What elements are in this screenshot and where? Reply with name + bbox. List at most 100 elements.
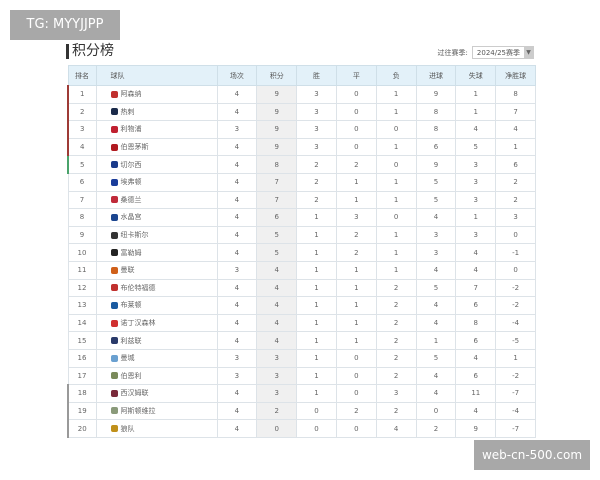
- team-crest-icon: [110, 319, 118, 327]
- table-row[interactable]: 9 纽卡斯尔 4 5 1 2 1 3 3 0: [67, 225, 536, 245]
- stat-cell: 3: [495, 208, 536, 227]
- stat-cell: 3: [216, 260, 258, 280]
- table-row[interactable]: 3 利物浦 3 9 3 0 0 8 4 4: [67, 120, 536, 139]
- rank-cell: 1: [67, 85, 97, 104]
- stat-cell: 8: [495, 85, 536, 104]
- stat-cell: 8: [256, 155, 298, 174]
- team-cell: 诺丁汉森林: [95, 313, 218, 333]
- chevron-down-icon[interactable]: ▼: [524, 47, 533, 58]
- table-row[interactable]: 2 热刺 4 9 3 0 1 8 1 7: [67, 102, 536, 122]
- stat-cell: 1: [455, 208, 497, 227]
- table-row[interactable]: 11 曼联 3 4 1 1 1 4 4 0: [67, 260, 536, 280]
- stat-cell: 1: [296, 331, 337, 350]
- stat-cell: 1: [296, 384, 337, 403]
- stat-cell: 0: [335, 85, 377, 104]
- stat-cell: 1: [415, 331, 457, 350]
- stat-cell: 1: [335, 172, 377, 192]
- rank-cell: 12: [67, 278, 97, 298]
- team-crest-icon: [110, 178, 118, 186]
- stat-cell: 3: [335, 208, 377, 227]
- stat-cell: 2: [296, 172, 337, 192]
- stat-cell: 2: [335, 155, 377, 174]
- stat-cell: 3: [256, 348, 298, 368]
- team-cell: 水晶宫: [95, 208, 218, 227]
- stat-cell: 0: [296, 419, 337, 438]
- stat-cell: 1: [296, 313, 337, 333]
- team-name[interactable]: 布伦特福德: [120, 283, 156, 292]
- team-cell: 桑德兰: [95, 190, 218, 210]
- team-cell: 埃弗顿: [95, 172, 218, 192]
- stat-cell: 6: [455, 296, 497, 315]
- table-row[interactable]: 10 富勒姆 4 5 1 2 1 3 4 -1: [67, 243, 536, 262]
- table-row[interactable]: 14 诺丁汉森林 4 4 1 1 2 4 8 -4: [67, 313, 536, 333]
- team-name[interactable]: 利兹联: [120, 336, 142, 345]
- team-cell: 曼联: [95, 260, 218, 280]
- team-name[interactable]: 伯恩茅斯: [120, 143, 149, 152]
- stat-cell: 1: [375, 190, 417, 210]
- table-row[interactable]: 16 曼城 3 3 1 0 2 5 4 1: [67, 348, 536, 368]
- table-row[interactable]: 18 西汉姆联 4 3 1 0 3 4 11 -7: [67, 384, 536, 403]
- column-header: 场次: [216, 65, 258, 86]
- stat-cell: 4: [216, 190, 258, 210]
- table-row[interactable]: 17 伯恩利 3 3 1 0 2 4 6 -2: [67, 366, 536, 386]
- table-row[interactable]: 5 切尔西 4 8 2 2 0 9 3 6: [67, 155, 536, 174]
- team-crest-icon: [110, 407, 118, 415]
- team-name[interactable]: 利物浦: [120, 125, 142, 134]
- team-crest-icon: [110, 337, 118, 345]
- column-header: 球队: [95, 65, 218, 86]
- stat-cell: 3: [256, 366, 298, 386]
- team-name[interactable]: 水晶宫: [120, 213, 142, 222]
- team-name[interactable]: 诺丁汉森林: [120, 319, 156, 328]
- table-row[interactable]: 1 阿森纳 4 9 3 0 1 9 1 8: [67, 85, 536, 104]
- team-name[interactable]: 桑德兰: [120, 195, 142, 204]
- table-row[interactable]: 6 埃弗顿 4 7 2 1 1 5 3 2: [67, 172, 536, 192]
- stat-cell: 0: [296, 401, 337, 421]
- team-name[interactable]: 布莱顿: [120, 301, 142, 310]
- team-name[interactable]: 曼联: [120, 266, 135, 275]
- stat-cell: 1: [296, 243, 337, 262]
- team-name[interactable]: 富勒姆: [120, 248, 142, 257]
- season-dropdown[interactable]: 2024/25赛季 ▼: [471, 46, 534, 59]
- table-row[interactable]: 8 水晶宫 4 6 1 3 0 4 1 3: [67, 208, 536, 227]
- season-label: 过往赛季:: [437, 48, 468, 57]
- stat-cell: 4: [415, 366, 457, 386]
- table-row[interactable]: 19 阿斯顿维拉 4 2 0 2 2 0 4 -4: [67, 401, 536, 421]
- rank-cell: 11: [67, 260, 97, 280]
- stat-cell: -7: [495, 384, 536, 403]
- team-name[interactable]: 纽卡斯尔: [120, 231, 149, 240]
- team-crest-icon: [110, 90, 118, 98]
- table-row[interactable]: 4 伯恩茅斯 4 9 3 0 1 6 5 1: [67, 137, 536, 157]
- team-name[interactable]: 埃弗顿: [120, 178, 142, 187]
- column-header: 平: [335, 65, 377, 86]
- stat-cell: 0: [335, 348, 377, 368]
- stat-cell: -2: [495, 278, 536, 298]
- stat-cell: 1: [335, 190, 377, 210]
- team-name[interactable]: 切尔西: [120, 160, 142, 169]
- table-row[interactable]: 15 利兹联 4 4 1 1 2 1 6 -5: [67, 331, 536, 350]
- stat-cell: 1: [296, 296, 337, 315]
- stat-cell: 6: [455, 366, 497, 386]
- stat-cell: 4: [216, 208, 258, 227]
- team-name[interactable]: 阿森纳: [120, 90, 142, 99]
- team-name[interactable]: 伯恩利: [120, 371, 142, 380]
- team-name[interactable]: 热刺: [120, 107, 135, 116]
- table-header: 排名 球队 场次 积分胜平负进球 失球 净胜球: [67, 65, 536, 86]
- team-name[interactable]: 狼队: [120, 424, 135, 433]
- team-cell: 利兹联: [95, 331, 218, 350]
- stat-cell: 2: [375, 348, 417, 368]
- rank-cell: 17: [67, 366, 97, 386]
- stat-cell: 3: [216, 366, 258, 386]
- table-row[interactable]: 20 狼队 4 0 0 0 4 2 9 -7: [67, 419, 536, 438]
- table-row[interactable]: 13 布莱顿 4 4 1 1 2 4 6 -2: [67, 296, 536, 315]
- team-name[interactable]: 阿斯顿维拉: [120, 406, 156, 415]
- team-name[interactable]: 西汉姆联: [120, 389, 149, 398]
- stat-cell: 3: [375, 384, 417, 403]
- stat-cell: 1: [375, 137, 417, 157]
- stat-cell: 0: [495, 225, 536, 245]
- table-row[interactable]: 7 桑德兰 4 7 2 1 1 5 3 2: [67, 190, 536, 210]
- table-row[interactable]: 12 布伦特福德 4 4 1 1 2 5 7 -2: [67, 278, 536, 298]
- stat-cell: 4: [455, 260, 497, 280]
- team-name[interactable]: 曼城: [120, 354, 135, 363]
- stat-cell: 0: [335, 102, 377, 122]
- season-selector: 过往赛季: 2024/25赛季 ▼: [438, 46, 534, 59]
